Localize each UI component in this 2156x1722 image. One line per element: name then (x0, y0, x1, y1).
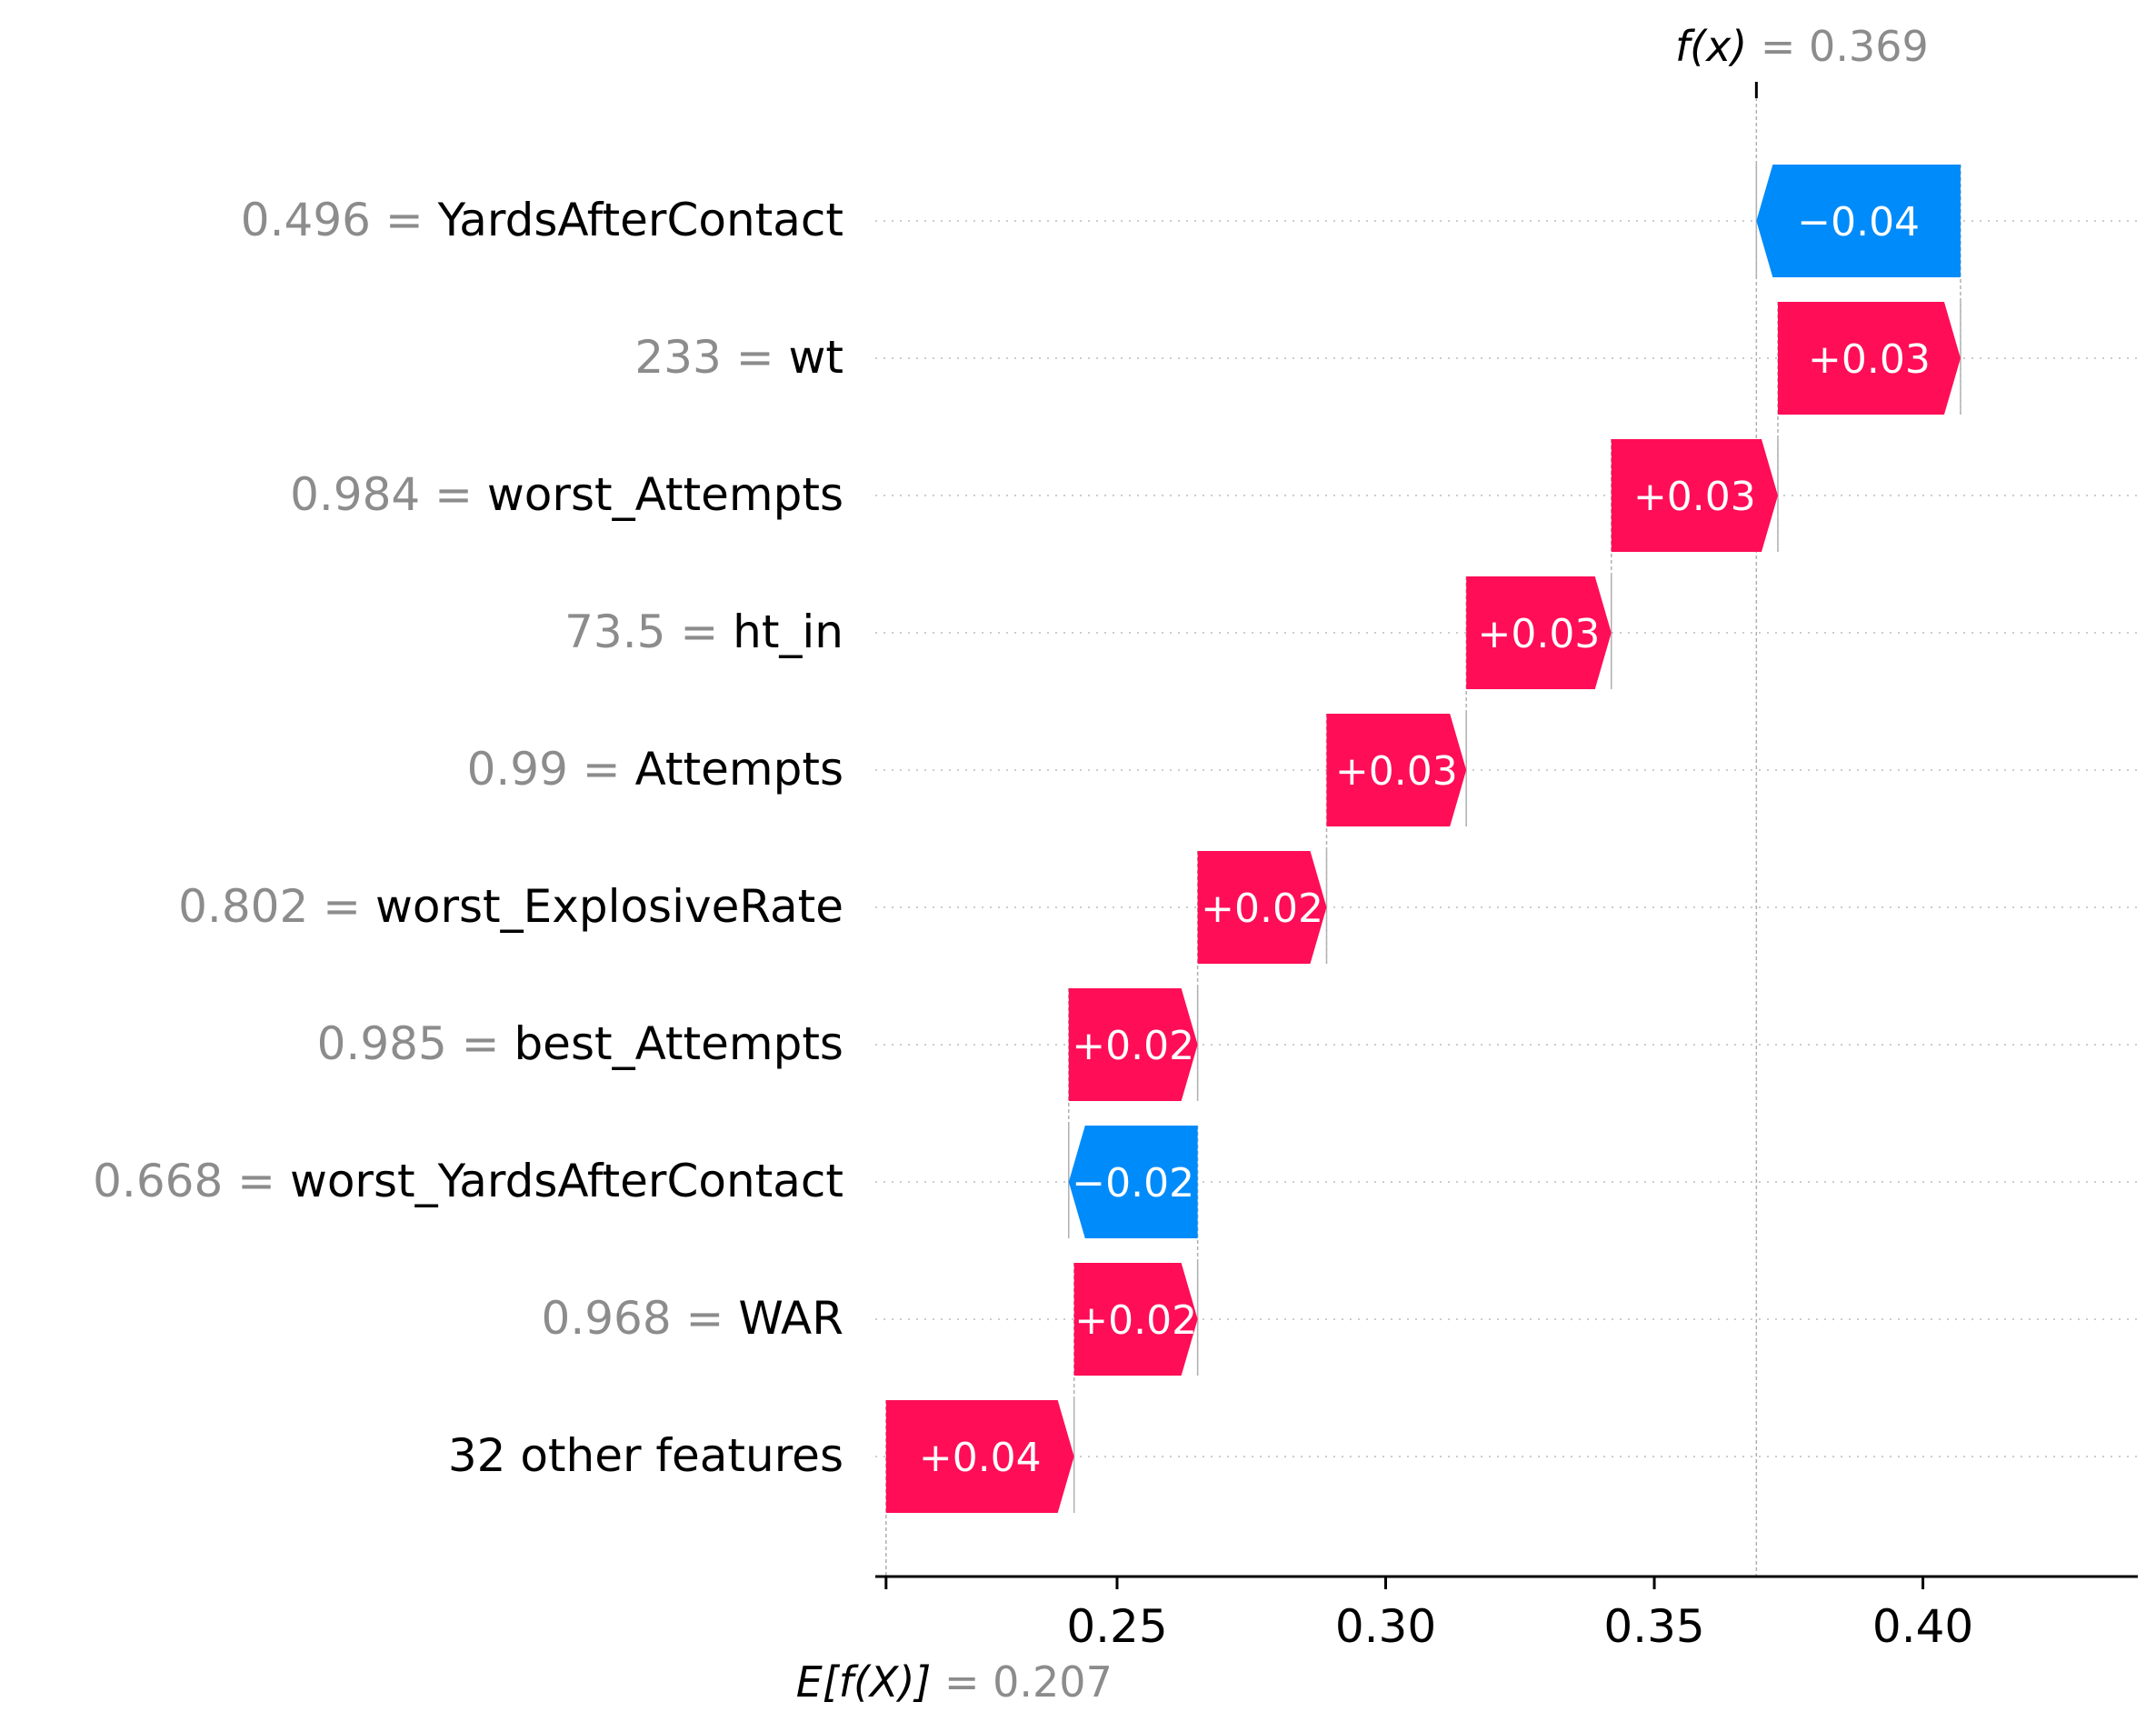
base-value-prefix: E[f(X)] (796, 1657, 932, 1707)
feature-label: 0.985 = best_Attempts (317, 1017, 843, 1070)
x-tick-label: 0.30 (1335, 1600, 1436, 1653)
base-value-label: E[f(X)] = 0.207 (796, 1657, 1113, 1707)
feature-label: 0.802 = worst_ExplosiveRate (178, 880, 843, 933)
output-value-label: f(x) = 0.369 (1675, 22, 1929, 71)
feature-label: 32 other features (448, 1429, 843, 1482)
negative-contribution-bar (1068, 1126, 1198, 1238)
output-value-number: 0.369 (1809, 22, 1929, 71)
feature-value: 0.668 = (93, 1155, 290, 1207)
feature-name: wt (789, 331, 844, 384)
feature-name: ht_in (733, 606, 843, 658)
feature-name: worst_YardsAfterContact (290, 1155, 843, 1207)
bar-value-label: +0.02 (1201, 886, 1323, 932)
feature-name: worst_Attempts (487, 468, 843, 521)
bar-value-label: +0.03 (1633, 474, 1756, 520)
positive-contribution-bar (1068, 988, 1198, 1101)
base-value-number: 0.207 (993, 1657, 1113, 1707)
bar-value-label: +0.04 (919, 1435, 1042, 1481)
feature-value: 233 = (634, 331, 788, 384)
x-tick-label: 0.25 (1066, 1600, 1167, 1653)
positive-contribution-bar (885, 1400, 1074, 1513)
bar-value-label: +0.03 (1478, 611, 1601, 657)
bar-value-label: +0.03 (1808, 336, 1931, 383)
feature-label: 0.968 = WAR (542, 1292, 843, 1345)
positive-contribution-bar (1611, 439, 1778, 552)
bars: −0.04 +0.03 +0.03 +0.03 +0.03 +0.02 +0.02 −0.02… (885, 165, 1961, 1513)
base-value-equals: = (931, 1657, 993, 1707)
feature-name: Attempts (635, 743, 843, 796)
positive-contribution-bar (1073, 1263, 1198, 1376)
x-axis: 0.25 0.30 0.35 0.40 (875, 1575, 2138, 1653)
feature-name: 32 other features (448, 1429, 843, 1482)
feature-labels: 0.496 = YardsAfterContact 233 = wt 0.984 =… (93, 194, 843, 1482)
bar-value-label: +0.03 (1335, 748, 1458, 795)
output-value-prefix: f(x) (1675, 22, 1747, 71)
feature-label: 0.496 = YardsAfterContact (241, 194, 843, 246)
output-value-equals: = (1747, 22, 1809, 71)
feature-name: worst_ExplosiveRate (375, 880, 843, 933)
feature-name: best_Attempts (514, 1017, 843, 1070)
feature-name: YardsAfterContact (437, 194, 843, 246)
bar-value-label: +0.02 (1074, 1297, 1197, 1344)
x-tick-label: 0.35 (1603, 1600, 1704, 1653)
x-tick-label: 0.40 (1872, 1600, 1973, 1653)
feature-value: 0.984 = (290, 468, 487, 521)
bar-value-label: −0.02 (1072, 1160, 1194, 1206)
feature-label: 0.668 = worst_YardsAfterContact (93, 1155, 843, 1207)
feature-value: 0.968 = (542, 1292, 739, 1345)
row-guide-lines (875, 220, 2138, 1457)
feature-label: 0.984 = worst_Attempts (290, 468, 843, 521)
positive-contribution-bar (1197, 851, 1327, 964)
feature-label: 73.5 = ht_in (564, 606, 843, 658)
feature-name: WAR (738, 1292, 843, 1345)
bar-value-label: −0.04 (1797, 199, 1920, 245)
feature-label: 0.99 = Attempts (467, 743, 843, 796)
feature-value: 0.99 = (467, 743, 635, 796)
feature-value: 0.985 = (317, 1017, 514, 1070)
positive-contribution-bar (1466, 576, 1612, 689)
feature-value: 73.5 = (564, 606, 733, 658)
feature-label: 233 = wt (634, 331, 843, 384)
bar-value-label: +0.02 (1072, 1023, 1194, 1069)
feature-value: 0.496 = (241, 194, 438, 246)
feature-value: 0.802 = (178, 880, 375, 933)
positive-contribution-bar (1777, 302, 1961, 415)
positive-contribution-bar (1326, 714, 1467, 826)
negative-contribution-bar (1756, 165, 1961, 277)
